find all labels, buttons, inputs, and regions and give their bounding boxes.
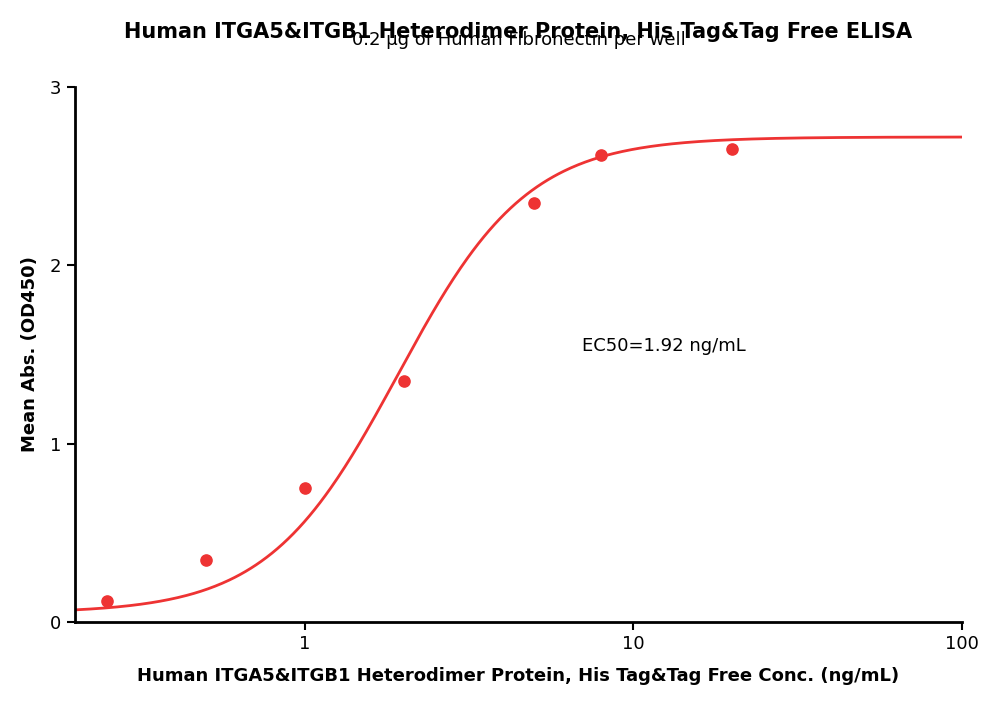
Point [297, 483, 313, 494]
Y-axis label: Mean Abs. (OD450): Mean Abs. (OD450) [21, 256, 39, 453]
X-axis label: Human ITGA5&ITGB1 Heterodimer Protein, His Tag&Tag Free Conc. (ng/mL): Human ITGA5&ITGB1 Heterodimer Protein, H… [137, 667, 899, 685]
Point [396, 376, 412, 387]
Title: 0.2 μg of Human Fibronectin per well: 0.2 μg of Human Fibronectin per well [352, 31, 685, 49]
Text: Human ITGA5&ITGB1 Heterodimer Protein, His Tag&Tag Free ELISA: Human ITGA5&ITGB1 Heterodimer Protein, H… [124, 22, 912, 42]
Point [198, 554, 214, 566]
Text: EC50=1.92 ng/mL: EC50=1.92 ng/mL [582, 337, 746, 354]
Point [593, 149, 609, 160]
Point [99, 595, 115, 606]
Point [724, 144, 740, 155]
Point [526, 197, 542, 208]
